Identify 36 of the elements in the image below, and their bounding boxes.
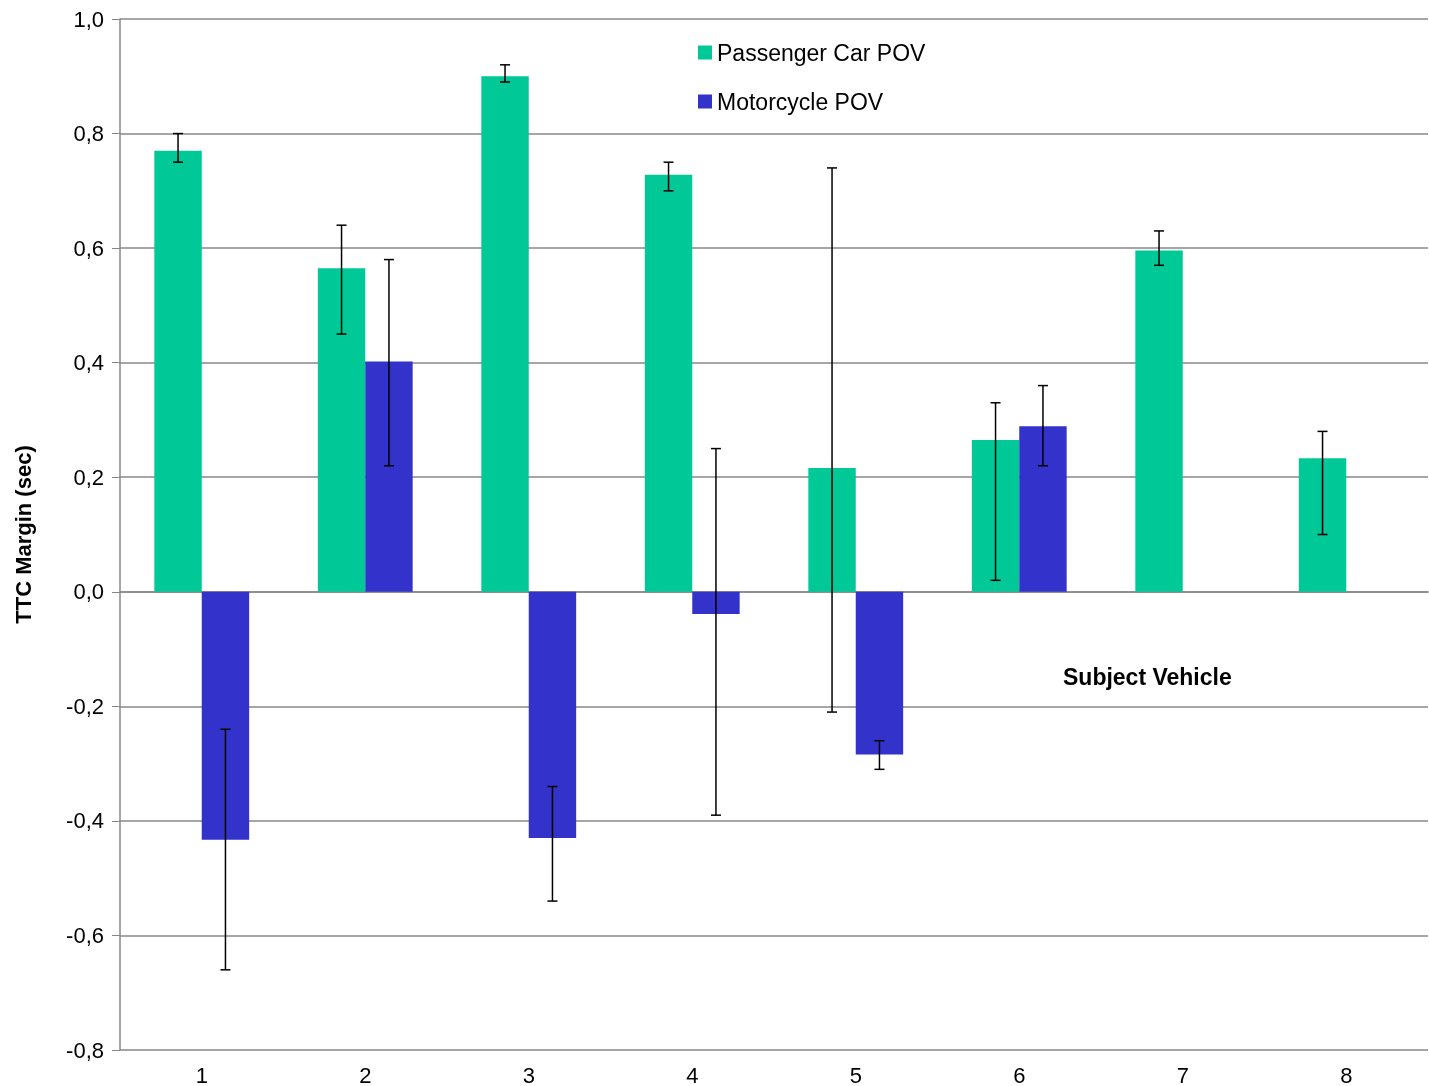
bar [971, 439, 1020, 592]
x-tick-label: 5 [849, 1062, 862, 1086]
bar [1135, 250, 1183, 592]
y-tick-label: -0,4 [66, 808, 104, 834]
y-tick-label: -0,8 [66, 1037, 104, 1063]
bar [644, 174, 693, 592]
y-tick-label: -0,2 [66, 693, 104, 719]
x-tick-label: 7 [1176, 1062, 1189, 1086]
bar [808, 468, 856, 592]
x-tick-label: 4 [686, 1062, 699, 1086]
legend-label: Motorcycle POV [717, 88, 884, 115]
bar [692, 591, 740, 615]
bar [855, 591, 904, 755]
bar [201, 591, 250, 840]
bar [1019, 426, 1067, 592]
bar [481, 76, 529, 592]
y-tick-label: -0,6 [66, 922, 104, 948]
x-axis-title: Subject Vehicle [1063, 663, 1232, 690]
x-tick-label: 6 [1013, 1062, 1026, 1086]
bar [528, 591, 577, 839]
x-tick-label: 8 [1340, 1062, 1353, 1086]
x-tick-label: 1 [195, 1062, 208, 1086]
y-tick-label: 0,6 [73, 235, 104, 261]
y-tick-label: 0,2 [73, 464, 104, 490]
bar [154, 150, 202, 592]
y-tick-label: 0,8 [73, 121, 104, 147]
y-tick-label: 0,4 [73, 350, 104, 376]
legend-label: Passenger Car POV [717, 39, 927, 66]
x-tick-label: 2 [359, 1062, 372, 1086]
y-tick-label: 1,0 [73, 6, 104, 32]
y-tick-label: 0,0 [73, 579, 104, 605]
bar [1298, 458, 1347, 592]
y-axis-title: TTC Margin (sec) [10, 445, 36, 624]
bar [365, 361, 413, 592]
x-tick-label: 3 [522, 1062, 535, 1086]
bar [317, 268, 366, 592]
